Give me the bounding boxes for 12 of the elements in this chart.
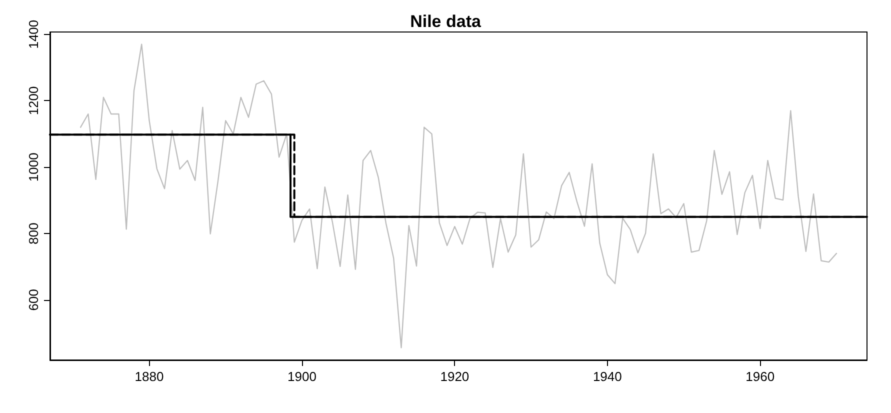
line-series xyxy=(80,44,838,348)
x-tick-label: 1940 xyxy=(592,369,622,384)
x-tick-label: 1880 xyxy=(134,369,164,384)
chart-title: Nile data xyxy=(410,12,482,31)
x-tick-label: 1960 xyxy=(746,369,775,384)
x-tick-label: 1900 xyxy=(288,369,316,384)
y-tick-label: 800 xyxy=(26,222,41,244)
y-tick-label: 1400 xyxy=(26,20,41,49)
y-tick-label: 1000 xyxy=(26,152,41,182)
y-tick-label: 1200 xyxy=(26,86,41,116)
y-tick-label: 600 xyxy=(26,289,41,311)
x-tick-label: 1920 xyxy=(440,369,470,384)
